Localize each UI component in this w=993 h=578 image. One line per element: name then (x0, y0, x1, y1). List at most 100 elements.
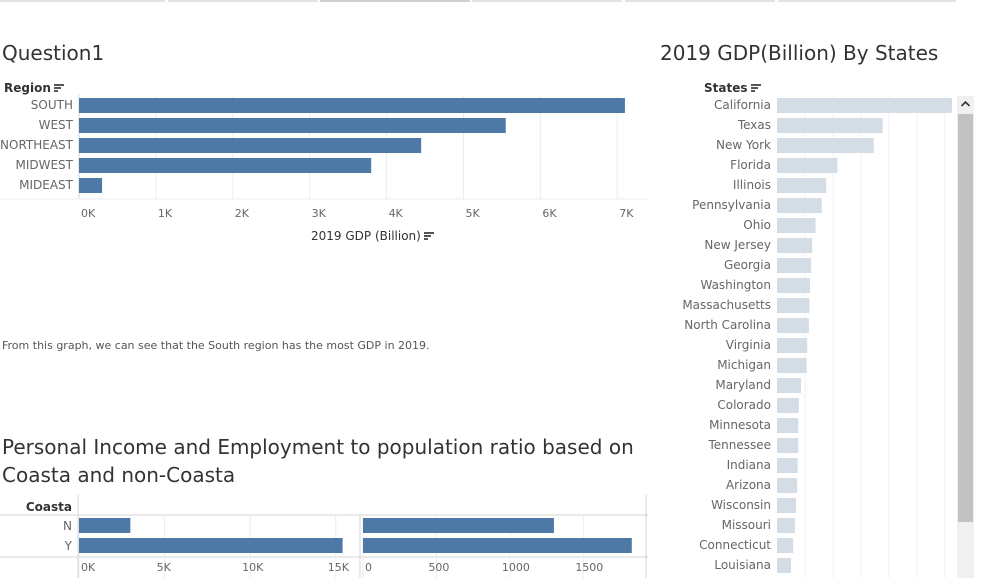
category-label: Y (64, 539, 73, 553)
bar (777, 458, 798, 473)
state-label: Michigan (717, 358, 771, 372)
states-scrollbar[interactable] (957, 96, 974, 578)
region-gdp-chart: 0K 1K 2K 3K 4K 5K 6K 7K SOUTH WEST NORTHEAST MIDWES… (0, 95, 648, 220)
x-tick-label: 5K (465, 207, 480, 220)
question1-title: Question1 (2, 41, 105, 65)
coasta-chart: Coasta NY 0K 5K 10K 15K 0 500 1000 1500 (0, 495, 648, 578)
state-label: Florida (730, 158, 771, 172)
state-label: Connecticut (699, 538, 771, 552)
bar (777, 438, 799, 453)
state-label: Illinois (733, 178, 771, 192)
sort-descending-icon[interactable] (750, 84, 761, 93)
x-tick-label: 5K (157, 561, 172, 574)
state-label: Indiana (727, 458, 771, 472)
state-label: Tennessee (707, 438, 771, 452)
x-tick-label: 6K (542, 207, 557, 220)
bar (777, 158, 838, 173)
states-header-label: States (704, 81, 748, 95)
x-axis-title-label: 2019 GDP (Billion) (311, 229, 421, 243)
x-tick-label: 0K (81, 561, 96, 574)
bar (777, 278, 811, 293)
insight-note: From this graph, we can see that the Sou… (2, 339, 430, 352)
state-label: Ohio (743, 218, 771, 232)
bar (79, 98, 625, 113)
category-label: SOUTH (31, 98, 73, 112)
state-label: Minnesota (709, 418, 771, 432)
state-label: Pennsylvania (692, 198, 771, 212)
sort-descending-icon[interactable] (53, 84, 64, 93)
bar (777, 298, 810, 313)
states-gdp-chart: California Texas New York Florida Illinois Pe… (682, 95, 953, 578)
category-label: WEST (39, 118, 74, 132)
category-label: N (63, 519, 72, 533)
x-tick-label: 0K (81, 207, 96, 220)
x-axis-title[interactable]: 2019 GDP (Billion) (311, 229, 434, 243)
state-label: North Carolina (684, 318, 771, 332)
state-label: Washington (700, 278, 771, 292)
bar (777, 118, 883, 133)
bar (777, 418, 799, 433)
state-label: Texas (737, 118, 771, 132)
x-tick-label: 1000 (502, 561, 530, 574)
bar (777, 178, 827, 193)
state-label: Massachusetts (682, 298, 771, 312)
state-label: Maryland (715, 378, 771, 392)
state-label: Louisiana (714, 558, 771, 572)
state-label: Georgia (724, 258, 771, 272)
bar (79, 118, 506, 133)
x-tick-label: 7K (619, 207, 634, 220)
x-tick-label: 3K (312, 207, 327, 220)
bar (363, 538, 632, 553)
bar (79, 518, 131, 533)
category-label: MIDEAST (19, 178, 74, 192)
bar (777, 318, 809, 333)
bar (777, 478, 798, 493)
top-border (0, 0, 993, 3)
bar (777, 538, 794, 553)
scrollbar-thumb[interactable] (958, 114, 973, 522)
x-tick-label: 15K (328, 561, 350, 574)
chevron-up-icon[interactable] (957, 96, 974, 112)
bar (777, 378, 802, 393)
bar (777, 558, 791, 573)
state-label: New York (716, 138, 771, 152)
state-label: Missouri (722, 518, 771, 532)
bar (777, 238, 813, 253)
sort-descending-icon[interactable] (423, 232, 434, 241)
x-tick-label: 1500 (575, 561, 603, 574)
coasta-header: Coasta (26, 500, 72, 514)
bar (777, 338, 808, 353)
bar (79, 158, 372, 173)
bar (777, 518, 795, 533)
state-label: Arizona (726, 478, 771, 492)
region-header[interactable]: Region (4, 81, 64, 95)
bar (777, 358, 807, 373)
x-tick-label: 10K (242, 561, 264, 574)
x-tick-label: 2K (235, 207, 250, 220)
state-label: California (714, 98, 771, 112)
x-tick-label: 4K (389, 207, 404, 220)
bar (79, 138, 422, 153)
bar (777, 398, 799, 413)
category-label: NORTHEAST (0, 138, 74, 152)
bar (777, 98, 953, 113)
state-label: Virginia (726, 338, 771, 352)
x-tick-label: 500 (428, 561, 449, 574)
state-label: Wisconsin (711, 498, 771, 512)
bar (79, 178, 103, 193)
x-tick-label: 1K (158, 207, 173, 220)
x-tick-label: 0 (365, 561, 372, 574)
bar (777, 198, 822, 213)
bar (79, 538, 343, 553)
states-title: 2019 GDP(Billion) By States (660, 41, 939, 65)
category-label: MIDWEST (15, 158, 73, 172)
state-label: Colorado (717, 398, 771, 412)
bar (777, 138, 874, 153)
states-header[interactable]: States (704, 81, 761, 95)
bar (777, 218, 816, 233)
state-label: New Jersey (704, 238, 771, 252)
coasta-title: Personal Income and Employment to popula… (2, 435, 634, 487)
bar (777, 498, 797, 513)
bar (363, 518, 554, 533)
region-header-label: Region (4, 81, 51, 95)
